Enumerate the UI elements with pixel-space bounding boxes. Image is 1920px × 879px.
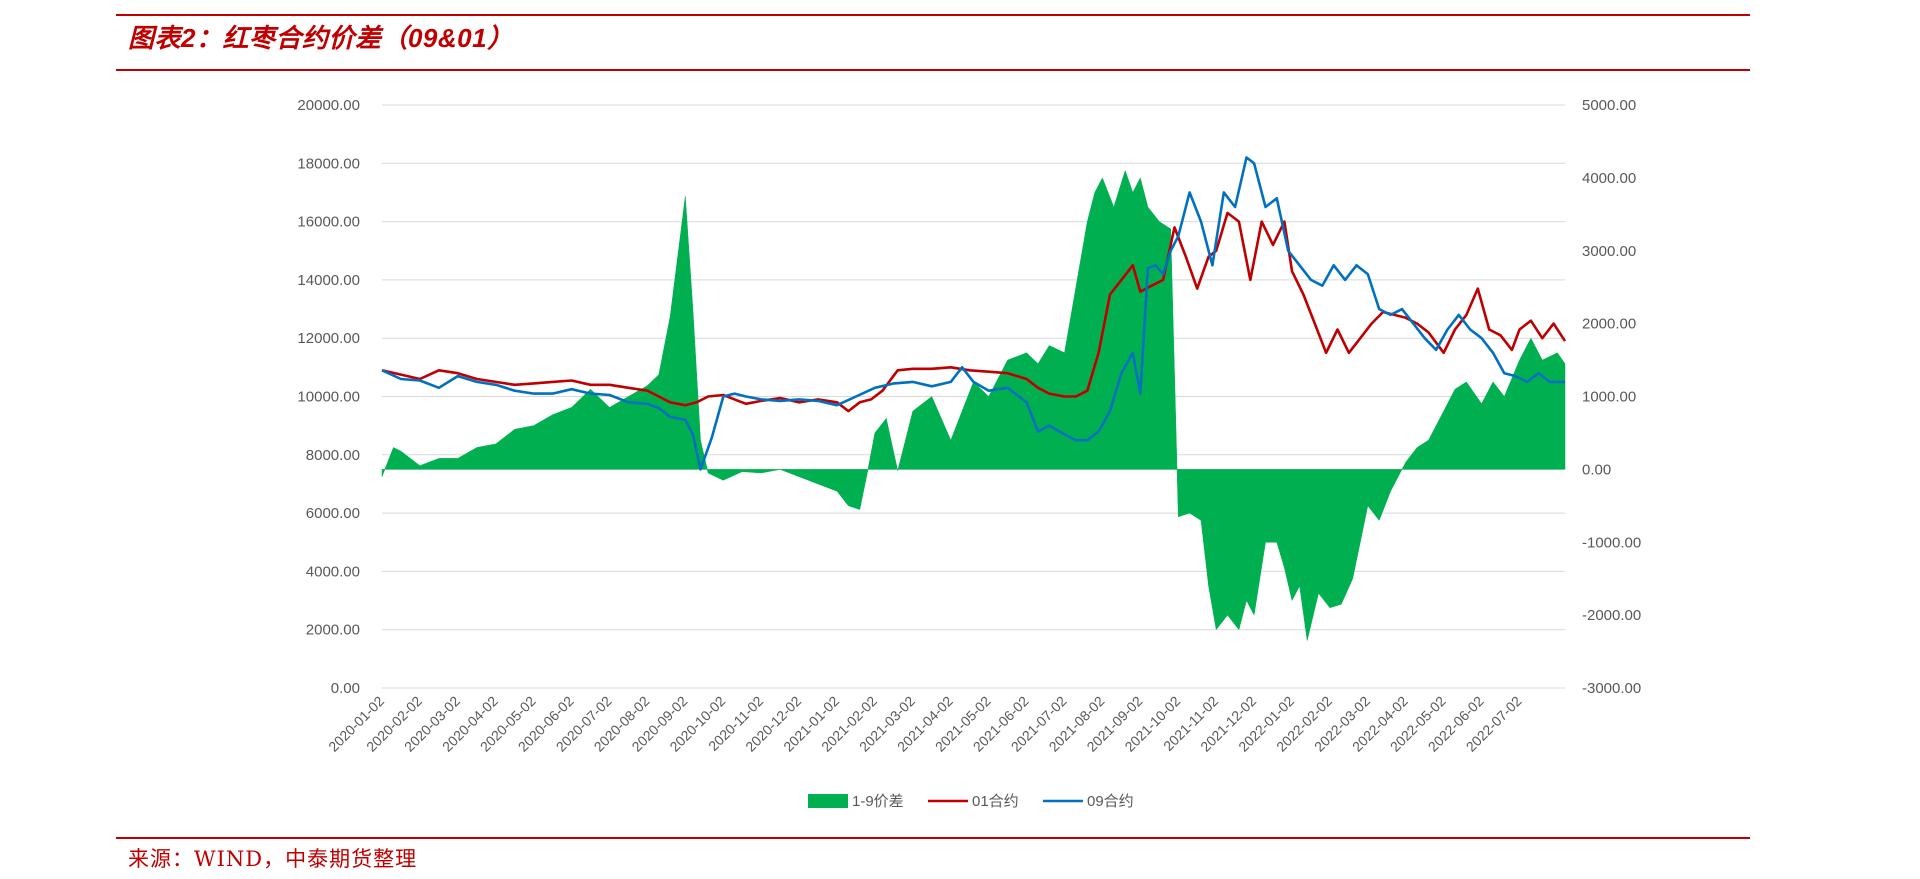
top-rule: [116, 14, 1750, 16]
legend-contract-09-label: 09合约: [1087, 793, 1134, 810]
legend-spread-swatch: [808, 794, 848, 808]
right-tick-label: 4000.00: [1582, 170, 1636, 187]
right-tick-label: 1000.00: [1582, 389, 1636, 406]
left-tick-label: 20000.00: [297, 97, 360, 114]
right-tick-label: 2000.00: [1582, 316, 1636, 333]
left-tick-label: 16000.00: [297, 214, 360, 231]
gridlines: [382, 104, 1565, 689]
bottom-rule: [116, 837, 1750, 839]
legend: 1-9价差 01合约 09合约: [808, 793, 1134, 810]
left-tick-label: 0.00: [331, 680, 360, 697]
right-tick-label: -3000.00: [1582, 680, 1641, 697]
right-tick-label: 0.00: [1582, 461, 1611, 478]
contract-09-line: [381, 156, 1565, 471]
right-tick-label: 5000.00: [1582, 97, 1636, 114]
left-tick-label: 14000.00: [297, 272, 360, 289]
legend-spread-label: 1-9价差: [852, 793, 904, 810]
left-axis-ticks: 0.00 2000.00 4000.00 6000.00 8000.00 10000.00…: [297, 97, 360, 697]
right-tick-label: 3000.00: [1582, 243, 1636, 260]
contract-01-line: [381, 211, 1567, 413]
right-tick-label: -2000.00: [1582, 607, 1641, 624]
title-rule: [116, 69, 1750, 71]
source-note: 来源：WIND，中泰期货整理: [128, 847, 418, 871]
left-tick-label: 10000.00: [297, 389, 360, 406]
left-tick-label: 12000.00: [297, 330, 360, 347]
left-tick-label: 2000.00: [306, 622, 360, 639]
spread-area: [381, 169, 1566, 641]
left-tick-label: 6000.00: [306, 505, 360, 522]
left-tick-label: 18000.00: [297, 155, 360, 172]
spread-area-group: [381, 169, 1566, 641]
contract-lines-group: [381, 156, 1567, 471]
legend-contract-01-label: 01合约: [972, 793, 1019, 810]
right-tick-label: -1000.00: [1582, 534, 1641, 551]
x-axis-ticks: 2020-01-022020-02-022020-03-022020-04-02…: [325, 693, 1525, 755]
figure-title: 图表2：红枣合约价差（09&01）: [128, 23, 514, 53]
left-tick-label: 4000.00: [306, 563, 360, 580]
right-axis-ticks: -3000.00 -2000.00 -1000.00 0.00 1000.00 2000.…: [1582, 97, 1641, 697]
left-tick-label: 8000.00: [306, 447, 360, 464]
